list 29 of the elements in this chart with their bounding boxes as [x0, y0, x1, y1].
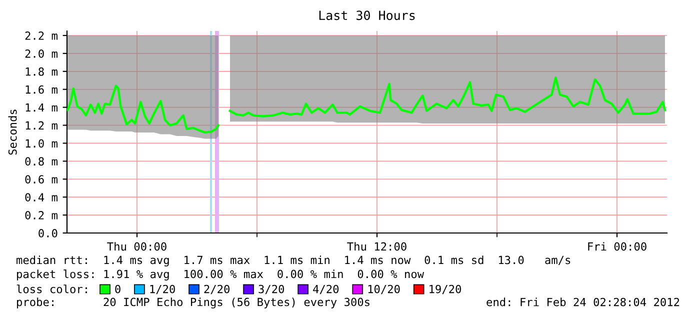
y-tick-label: 0.4 m	[25, 193, 58, 202]
legend-title: loss color:	[16, 284, 87, 294]
text: packet loss: 1.91 % avg 100.00 % max 0.00 % min 0.00 % now	[17, 270, 424, 280]
legend-label: 3/20	[258, 284, 284, 294]
legend-label: 10/20	[368, 284, 400, 294]
y-tick-label: 0.6 m	[25, 175, 58, 184]
y-tick-label: 2.2 m	[25, 31, 58, 40]
x-tick-label: Thu 12:00	[347, 242, 406, 251]
x-tick-label: Thu 00:00	[107, 242, 166, 251]
chart-title: Last 30 Hours	[319, 10, 415, 20]
legend-label: 19/20	[430, 284, 461, 294]
y-tick-label: 1.0 m	[26, 139, 58, 148]
y-tick-label: 2.0 m	[25, 49, 58, 58]
text: probe: 20 ICMP Echo Pings (56 Bytes) every 300s	[17, 298, 370, 308]
y-tick-label: 1.6 m	[26, 85, 58, 94]
y-tick-label: 1.4 m	[26, 103, 58, 112]
legend-label: 1/20	[150, 284, 175, 294]
legend-label: 2/20	[204, 284, 230, 294]
y-tick-label: 1.8 m	[26, 67, 58, 76]
y-axis-title: Seconds	[8, 110, 17, 155]
legend-label: 0	[115, 284, 120, 294]
legend-label: 4/20	[313, 284, 339, 294]
text: median rtt: 1.4 ms avg 1.7 ms max 1.1 ms min 1.4 ms now 0.1 ms sd 13.0 am/s	[16, 256, 570, 266]
text: end: Fri Feb 24 02:28:04 2012	[486, 298, 680, 306]
x-tick-label: Fri 00:00	[588, 242, 646, 251]
y-tick-label: 1.2 m	[26, 121, 58, 130]
y-tick-label: 0.0	[38, 229, 58, 238]
y-tick-label: 0.2 m	[25, 211, 58, 220]
y-tick-label: 0.8 m	[25, 157, 58, 166]
